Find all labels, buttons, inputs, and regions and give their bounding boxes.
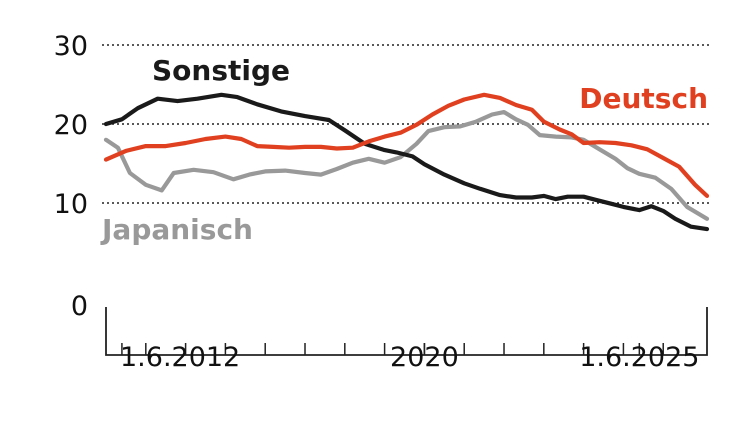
- series-label-deutsch: Deutsch: [579, 82, 708, 115]
- series-labels: Sonstige Deutsch Japanisch: [100, 54, 708, 246]
- x-tick-label: 1.6.2012: [120, 342, 240, 373]
- series-label-sonstige: Sonstige: [152, 54, 290, 87]
- y-axis-labels: 0 10 20 30: [54, 31, 88, 322]
- series-lines: [103, 92, 710, 232]
- y-tick-label: 0: [71, 291, 88, 322]
- x-tick-label: 2020: [390, 342, 459, 373]
- series-line-sonstige: [103, 92, 710, 232]
- series-line-japanisch: [103, 110, 710, 221]
- series-line-deutsch: [103, 92, 710, 198]
- x-tick-label: 1.6.2025: [579, 342, 699, 373]
- y-tick-label: 30: [54, 31, 88, 62]
- series-label-japanisch: Japanisch: [100, 213, 253, 246]
- y-tick-label: 10: [54, 189, 88, 220]
- y-tick-label: 20: [54, 110, 88, 141]
- x-axis-line: [105, 307, 708, 356]
- x-axis: 1.6.2012 2020 1.6.2025: [105, 307, 708, 373]
